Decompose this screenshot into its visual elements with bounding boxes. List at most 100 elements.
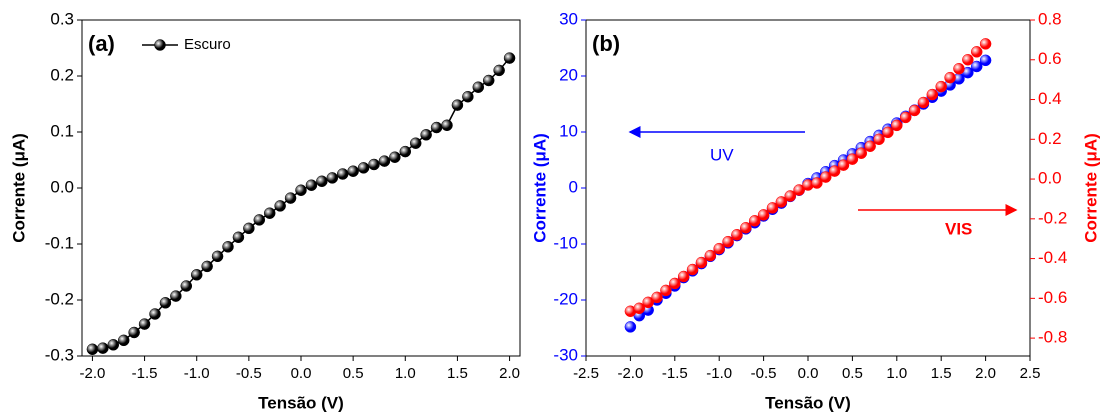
data-point xyxy=(864,140,876,152)
x-axis-title: Tensão (V) xyxy=(765,393,851,412)
data-point xyxy=(295,184,307,196)
data-point xyxy=(170,290,182,302)
y2-tick-label: -0.4 xyxy=(1038,248,1067,267)
x-tick-label: 1.0 xyxy=(395,365,416,382)
data-point xyxy=(837,159,850,171)
data-point xyxy=(503,52,516,64)
y-tick-label: -30 xyxy=(553,345,578,364)
x-tick-label: 0.5 xyxy=(842,365,863,382)
data-point xyxy=(926,88,939,101)
data-point xyxy=(820,171,832,183)
data-point xyxy=(399,145,412,158)
legend-marker xyxy=(154,39,166,51)
x-tick-label: 1.0 xyxy=(886,365,907,382)
y2-axis-title: Corrente (μA) xyxy=(1081,133,1100,243)
x-tick-label: -0.5 xyxy=(751,365,777,382)
x-tick-label: 0.0 xyxy=(291,365,312,382)
data-point xyxy=(305,179,318,191)
y-tick-label: 0.1 xyxy=(50,121,74,140)
data-point xyxy=(316,175,328,188)
data-point xyxy=(149,308,161,320)
data-point xyxy=(284,192,297,204)
y2-tick-label: 0.4 xyxy=(1038,89,1062,108)
data-point xyxy=(624,321,637,333)
data-point xyxy=(828,165,841,177)
x-tick-label: -1.5 xyxy=(662,365,688,382)
data-point xyxy=(409,137,422,149)
data-point xyxy=(462,90,474,103)
data-point xyxy=(138,318,151,330)
panel-label: (a) xyxy=(88,31,115,56)
data-point xyxy=(128,326,140,339)
data-point xyxy=(979,38,992,50)
data-point xyxy=(451,99,464,111)
y-tick-label: 20 xyxy=(559,65,578,84)
y-tick-label: 0 xyxy=(569,177,578,196)
y-tick-label: -0.1 xyxy=(45,233,74,252)
data-point xyxy=(378,155,391,167)
data-point xyxy=(357,162,370,174)
data-point xyxy=(222,241,234,253)
data-point xyxy=(899,111,912,124)
y-tick-label: 10 xyxy=(559,121,578,140)
data-point xyxy=(201,260,213,273)
data-point xyxy=(686,263,699,276)
data-point xyxy=(493,64,505,77)
legend-label: Escuro xyxy=(184,36,231,53)
x-tick-label: 0.5 xyxy=(343,365,364,382)
data-point xyxy=(873,133,885,146)
x-tick-label: 2.0 xyxy=(499,365,520,382)
data-point xyxy=(389,151,401,163)
data-point xyxy=(944,71,956,84)
uv-label: UV xyxy=(710,145,734,164)
data-point xyxy=(243,222,255,235)
data-point xyxy=(855,147,868,159)
x-tick-label: 1.5 xyxy=(447,365,468,382)
data-point xyxy=(97,342,109,354)
y2-tick-label: -0.6 xyxy=(1038,288,1067,307)
data-point xyxy=(740,222,752,234)
data-point xyxy=(336,168,349,180)
data-point xyxy=(979,54,992,67)
data-point xyxy=(731,228,743,241)
data-point xyxy=(190,269,203,281)
y-axis-title: Corrente (μA) xyxy=(9,133,28,243)
data-point xyxy=(430,121,443,134)
data-point xyxy=(882,126,894,139)
data-point xyxy=(441,119,453,132)
data-point xyxy=(180,280,193,292)
x-tick-label: -2.5 xyxy=(573,365,599,382)
data-point xyxy=(660,284,672,297)
y-tick-label: -0.3 xyxy=(45,345,74,364)
x-tick-label: -1.0 xyxy=(184,365,210,382)
x-tick-label: 0.0 xyxy=(798,365,819,382)
x-tick-label: -0.5 xyxy=(236,365,262,382)
data-point xyxy=(704,249,717,262)
x-tick-label: 1.5 xyxy=(931,365,952,382)
data-point xyxy=(107,339,120,351)
data-point xyxy=(326,172,339,184)
data-point xyxy=(263,207,276,219)
x-tick-label: 2.0 xyxy=(975,365,996,382)
data-point xyxy=(695,256,708,269)
data-point xyxy=(775,196,788,208)
data-point xyxy=(482,74,495,87)
data-point xyxy=(117,334,130,347)
x-tick-label: -1.0 xyxy=(706,365,732,382)
data-point xyxy=(713,242,725,255)
y-tick-label: 30 xyxy=(559,9,578,28)
data-point xyxy=(748,215,761,227)
y2-tick-label: -0.8 xyxy=(1038,328,1067,347)
y2-tick-label: -0.2 xyxy=(1038,208,1067,227)
x-tick-label: -2.0 xyxy=(617,365,643,382)
y-tick-label: 0.0 xyxy=(50,177,74,196)
data-point xyxy=(917,96,930,109)
x-tick-label: 2.5 xyxy=(1020,365,1041,382)
panel-label: (b) xyxy=(592,31,620,56)
y-tick-label: -20 xyxy=(553,289,578,308)
vis-label: VIS xyxy=(945,219,972,238)
data-point xyxy=(891,119,903,132)
data-point xyxy=(347,165,359,177)
data-point xyxy=(677,270,690,283)
